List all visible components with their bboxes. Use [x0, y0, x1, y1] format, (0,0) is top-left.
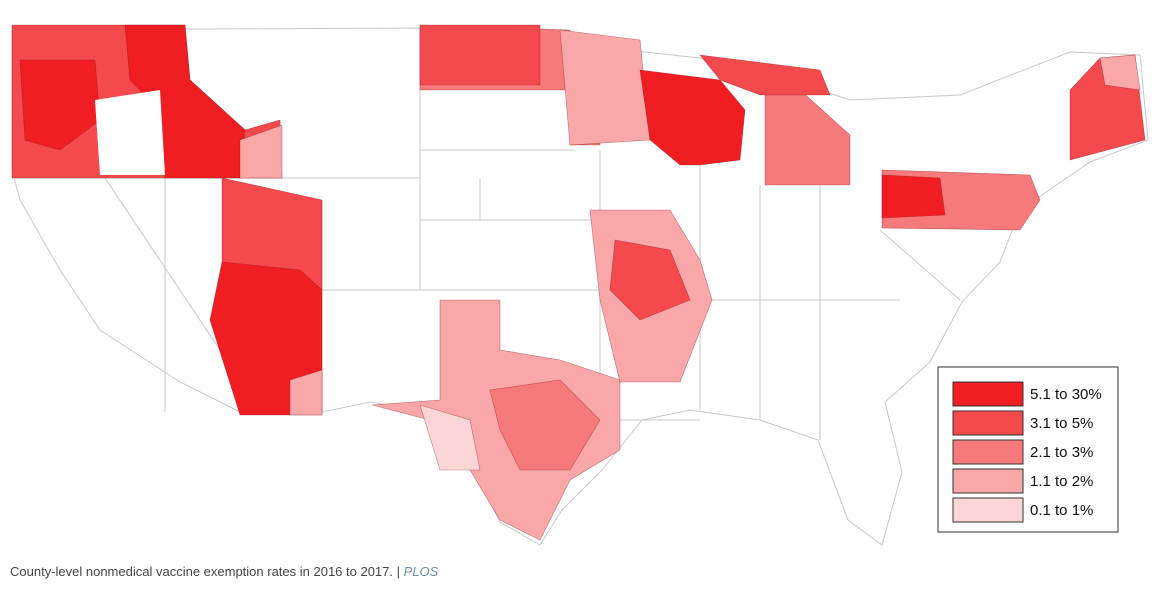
regions [11, 24, 1146, 541]
caption-separator: | [396, 564, 401, 579]
map: 5.1 to 30% 3.1 to 5% 2.1 to 3% 1.1 to 2% 0.1… [11, 24, 1149, 546]
caption-source: PLOS [403, 564, 439, 579]
region-michigan [764, 89, 851, 186]
region-texas [371, 299, 621, 541]
region-missouri-core [609, 239, 691, 321]
legend-label: 2.1 to 3% [1030, 444, 1093, 461]
legend-swatch [952, 468, 1024, 494]
region-gap [95, 90, 165, 175]
region-pennsylvania-west [881, 174, 946, 219]
region-wisconsin [639, 69, 746, 166]
region-michigan-north [699, 54, 831, 96]
legend-label: 3.1 to 5% [1030, 415, 1093, 432]
legend-label: 5.1 to 30% [1030, 386, 1102, 403]
legend-swatch [952, 410, 1024, 436]
legend-label: 0.1 to 1% [1030, 502, 1093, 519]
region-north-dakota [419, 24, 541, 86]
legend-swatch [952, 381, 1024, 407]
legend-label: 1.1 to 2% [1030, 473, 1093, 490]
region-texas-central [489, 379, 601, 471]
region-oregon-east [239, 124, 283, 179]
caption: County-level nonmedical vaccine exemptio… [10, 564, 438, 579]
region-minnesota [559, 29, 651, 146]
region-maine-north [1099, 54, 1141, 91]
region-washington-west [19, 59, 101, 151]
legend-swatch [952, 497, 1024, 523]
legend: 5.1 to 30% 3.1 to 5% 2.1 to 3% 1.1 to 2% 0.1… [937, 366, 1119, 533]
region-arizona-edge [289, 369, 323, 416]
legend-swatch [952, 439, 1024, 465]
caption-text: County-level nonmedical vaccine exemptio… [10, 564, 394, 579]
region-texas-west [419, 404, 481, 471]
